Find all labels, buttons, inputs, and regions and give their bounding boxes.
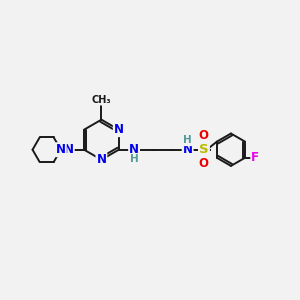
Text: CH₃: CH₃ [92, 95, 111, 105]
Bar [211, 117, 288, 182]
Text: S: S [199, 143, 209, 156]
Text: N: N [114, 123, 124, 136]
Text: O: O [199, 129, 209, 142]
Text: O: O [199, 157, 209, 170]
Text: O: O [199, 157, 209, 170]
Text: H: H [130, 154, 138, 164]
Text: N: N [183, 143, 193, 156]
Text: N: N [56, 143, 66, 156]
Text: O: O [199, 129, 209, 142]
Text: N: N [64, 143, 74, 156]
Text: N: N [96, 153, 106, 166]
Text: F: F [251, 151, 259, 164]
Text: S: S [199, 143, 209, 156]
Text: H: H [183, 135, 192, 145]
Text: N: N [129, 143, 139, 156]
